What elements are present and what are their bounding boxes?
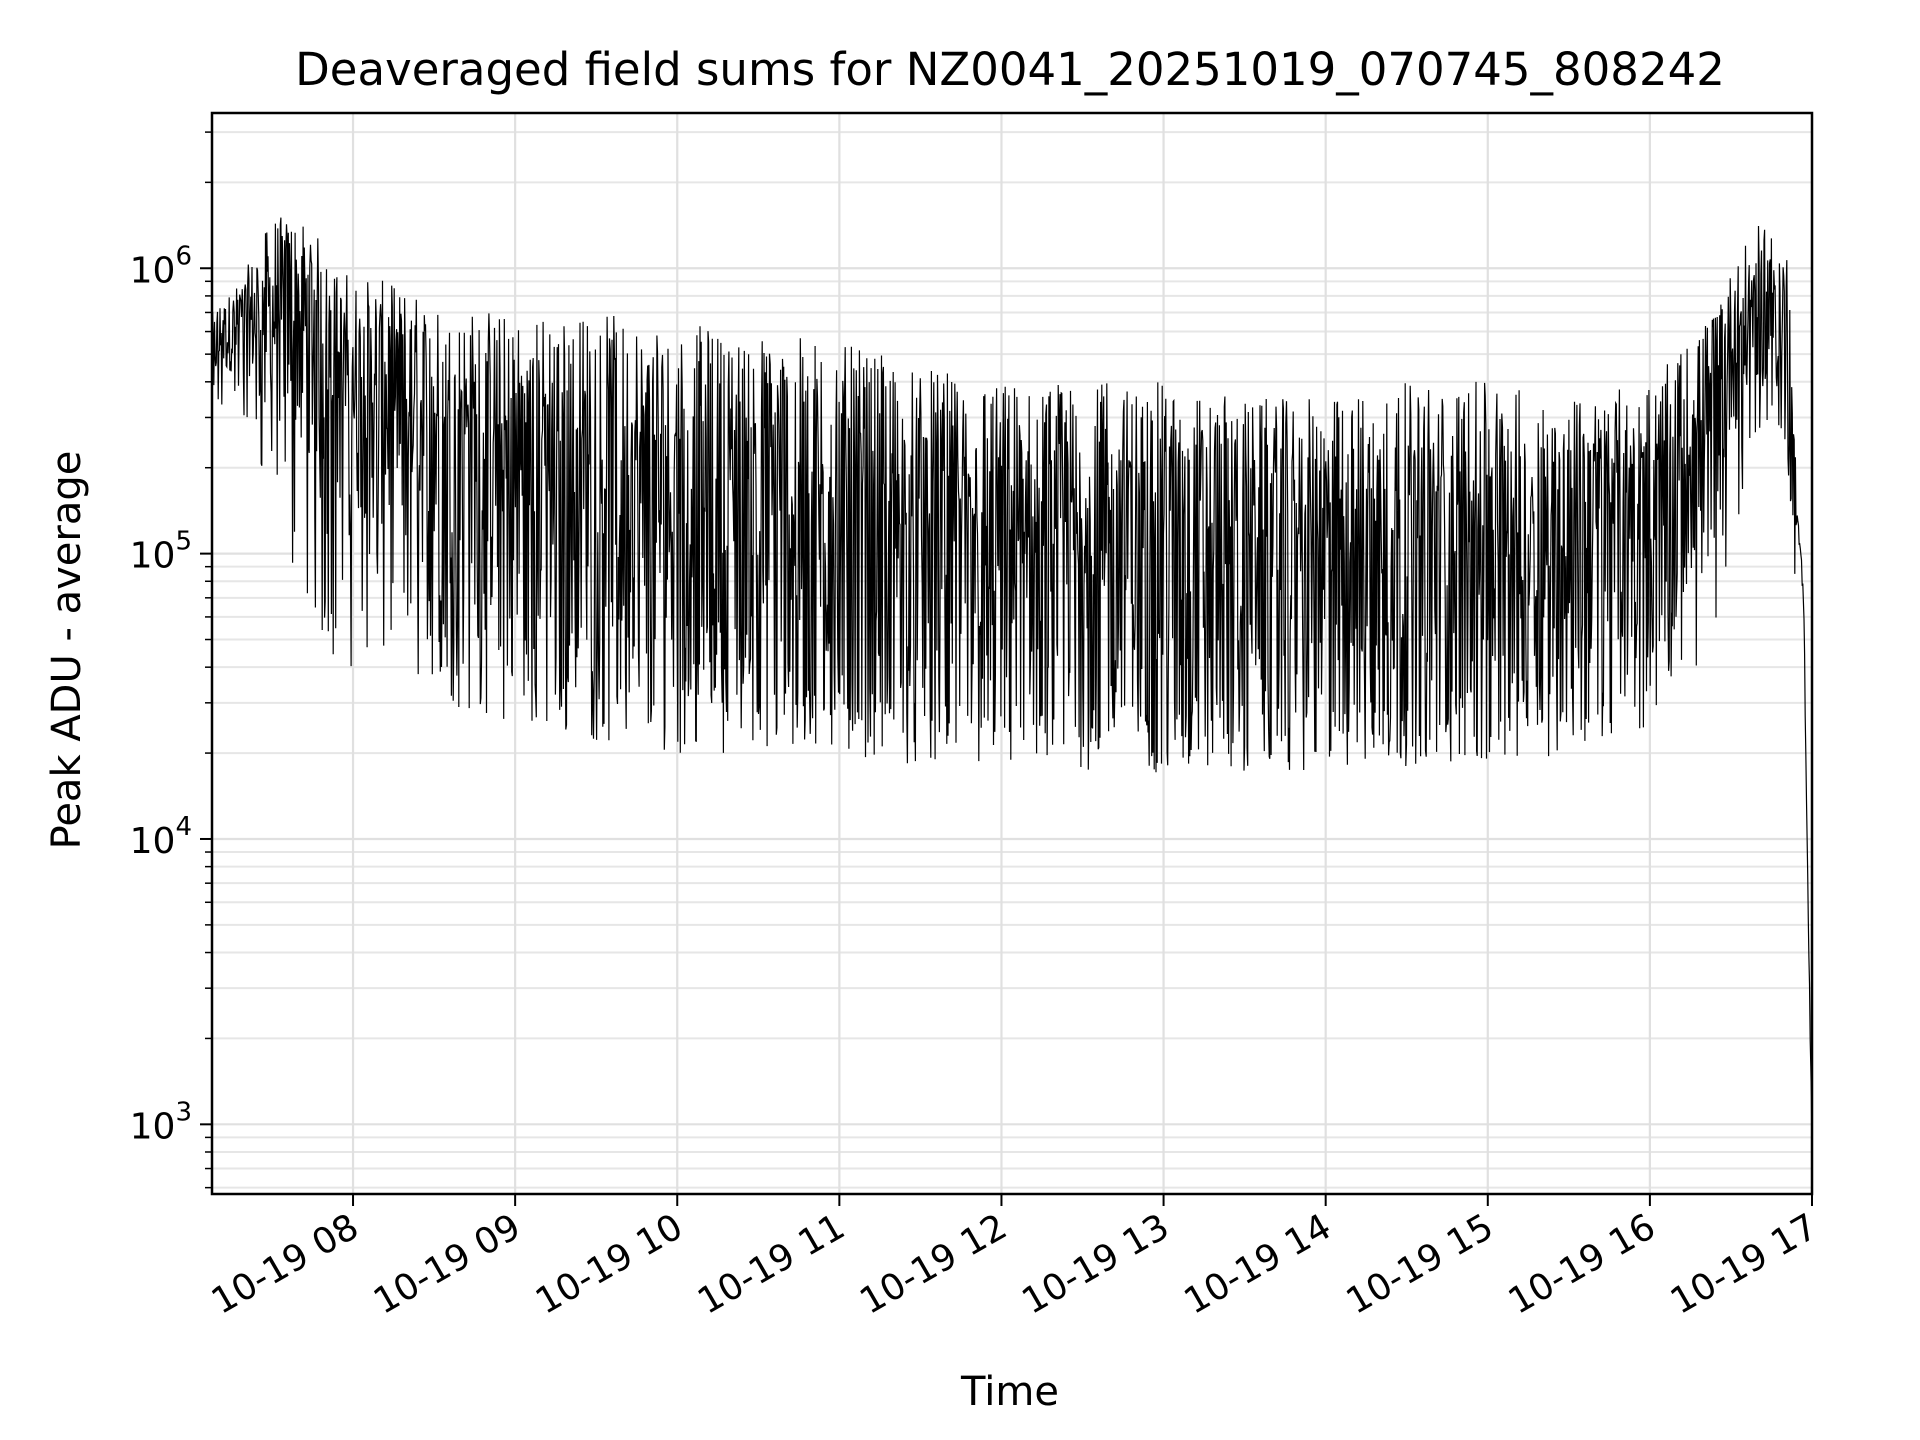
y-axis-label: Peak ADU - average: [44, 451, 90, 850]
y-tick-label: 105: [130, 527, 192, 577]
chart-title: Deaveraged field sums for NZ0041_2025101…: [295, 43, 1725, 96]
y-tick-label: 104: [130, 812, 192, 862]
y-tick-label: 103: [130, 1097, 192, 1147]
series-layer: [212, 217, 1812, 1158]
x-axis-label: Time: [960, 1369, 1059, 1415]
y-tick-label: 106: [130, 241, 192, 291]
series-line: [212, 217, 1812, 1158]
plot-area-frame: [210, 111, 1814, 1196]
